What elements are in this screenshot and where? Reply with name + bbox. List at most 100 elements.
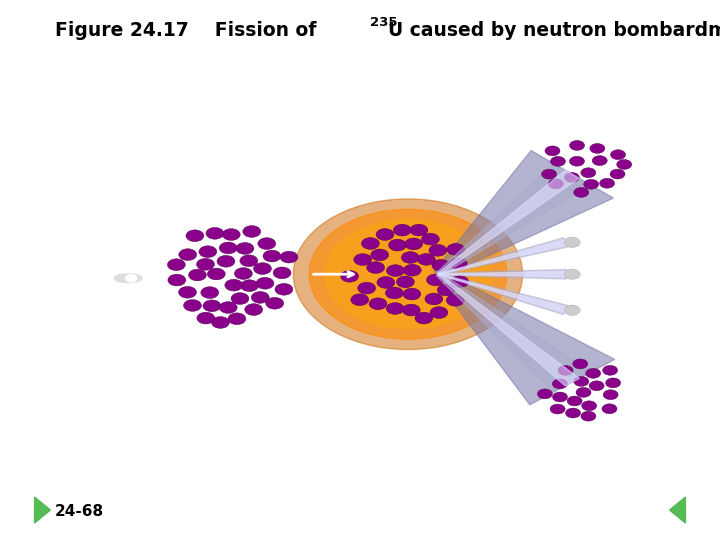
Circle shape — [558, 366, 573, 375]
Text: U caused by neutron bombardment.: U caused by neutron bombardment. — [388, 21, 720, 39]
Circle shape — [425, 293, 443, 305]
Circle shape — [541, 169, 557, 179]
Circle shape — [402, 304, 420, 316]
Text: + ENERGY: + ENERGY — [606, 268, 672, 281]
Polygon shape — [436, 164, 590, 275]
Circle shape — [167, 259, 185, 271]
Text: nucleus: nucleus — [211, 399, 252, 409]
Circle shape — [251, 292, 269, 303]
Circle shape — [437, 284, 455, 296]
Circle shape — [600, 178, 615, 188]
Circle shape — [581, 411, 596, 421]
Circle shape — [245, 303, 263, 315]
Polygon shape — [438, 273, 569, 315]
Circle shape — [366, 262, 384, 273]
Circle shape — [369, 298, 387, 309]
Polygon shape — [434, 151, 613, 277]
Circle shape — [449, 258, 467, 269]
Circle shape — [219, 302, 237, 313]
Circle shape — [351, 294, 369, 306]
Circle shape — [574, 376, 589, 386]
Circle shape — [235, 268, 252, 279]
Text: products: products — [567, 473, 613, 483]
Circle shape — [401, 252, 419, 264]
Polygon shape — [438, 240, 567, 275]
Circle shape — [589, 381, 604, 390]
Circle shape — [421, 233, 439, 245]
Circle shape — [610, 169, 625, 179]
Circle shape — [253, 262, 271, 274]
Circle shape — [385, 287, 403, 299]
Text: $^1_0$n: $^1_0$n — [113, 303, 125, 318]
Circle shape — [552, 392, 567, 402]
Text: $^1_0$n: $^1_0$n — [588, 293, 598, 308]
Ellipse shape — [114, 274, 142, 282]
Circle shape — [225, 279, 243, 291]
Text: Fissionable: Fissionable — [203, 379, 261, 389]
Circle shape — [611, 150, 626, 160]
Circle shape — [273, 267, 291, 279]
Circle shape — [617, 159, 631, 170]
Text: $\mathregular{^{235}_{92}}$U: $\mathregular{^{235}_{92}}$U — [218, 352, 245, 372]
Circle shape — [451, 276, 469, 288]
Text: $^1_0$n: $^1_0$n — [588, 225, 598, 240]
Circle shape — [309, 210, 507, 339]
Circle shape — [293, 199, 523, 349]
Circle shape — [403, 288, 420, 300]
Circle shape — [403, 264, 421, 276]
Circle shape — [574, 187, 589, 197]
Circle shape — [179, 249, 197, 260]
Circle shape — [207, 268, 225, 280]
Circle shape — [386, 302, 404, 314]
Circle shape — [393, 224, 411, 236]
Circle shape — [377, 276, 395, 288]
Text: 235: 235 — [370, 17, 397, 30]
Polygon shape — [438, 170, 579, 275]
Circle shape — [552, 379, 567, 389]
Circle shape — [203, 300, 221, 312]
Circle shape — [572, 359, 588, 369]
Text: $\mathregular{^{236}_{92}}$U: $\mathregular{^{236}_{92}}$U — [395, 352, 421, 372]
Circle shape — [275, 284, 293, 295]
Circle shape — [231, 293, 249, 305]
Text: $\mathregular{^{141}_{56}}$Ba: $\mathregular{^{141}_{56}}$Ba — [575, 428, 606, 444]
Circle shape — [585, 368, 600, 379]
Circle shape — [201, 287, 219, 299]
Circle shape — [266, 298, 284, 309]
Circle shape — [240, 255, 258, 267]
Circle shape — [197, 259, 215, 270]
Circle shape — [240, 280, 258, 292]
Circle shape — [590, 144, 605, 153]
Circle shape — [593, 156, 607, 166]
Circle shape — [376, 228, 394, 240]
Circle shape — [256, 278, 274, 289]
Text: intermediate: intermediate — [374, 399, 441, 409]
Circle shape — [432, 259, 450, 271]
Text: Figure 24.17    Fission of: Figure 24.17 Fission of — [55, 21, 323, 39]
Circle shape — [397, 276, 415, 288]
Polygon shape — [436, 273, 591, 392]
Text: $\mathregular{^{92}_{36}}$Kr: $\mathregular{^{92}_{36}}$Kr — [578, 114, 603, 131]
Circle shape — [570, 140, 585, 150]
Polygon shape — [35, 497, 50, 523]
Circle shape — [549, 179, 563, 188]
Circle shape — [603, 390, 618, 400]
Polygon shape — [433, 272, 615, 405]
Circle shape — [418, 253, 436, 265]
Circle shape — [602, 404, 617, 414]
Circle shape — [341, 271, 359, 282]
Circle shape — [567, 396, 582, 406]
Circle shape — [280, 251, 298, 263]
Circle shape — [415, 312, 433, 324]
Polygon shape — [438, 274, 567, 312]
Circle shape — [564, 172, 580, 183]
Circle shape — [564, 269, 580, 279]
Circle shape — [537, 389, 552, 399]
Circle shape — [217, 255, 235, 267]
Circle shape — [446, 294, 464, 306]
Circle shape — [168, 274, 186, 286]
Polygon shape — [438, 269, 566, 279]
Circle shape — [186, 230, 204, 241]
Circle shape — [446, 244, 464, 255]
Circle shape — [263, 250, 281, 262]
